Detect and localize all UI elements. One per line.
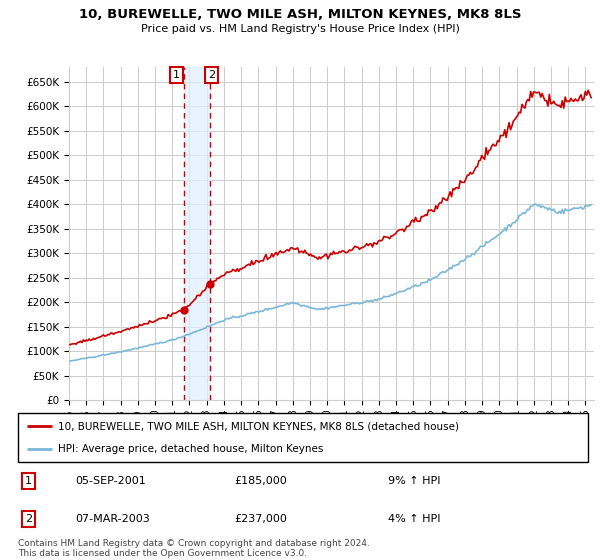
Text: 1: 1 [173, 70, 180, 80]
Text: 9% ↑ HPI: 9% ↑ HPI [389, 476, 441, 486]
Text: 05-SEP-2001: 05-SEP-2001 [75, 476, 146, 486]
Bar [184, 67, 209, 400]
Text: Price paid vs. HM Land Registry's House Price Index (HPI): Price paid vs. HM Land Registry's House … [140, 24, 460, 34]
Text: 10, BUREWELLE, TWO MILE ASH, MILTON KEYNES, MK8 8LS (detached house): 10, BUREWELLE, TWO MILE ASH, MILTON KEYN… [58, 421, 459, 431]
Text: 4% ↑ HPI: 4% ↑ HPI [389, 514, 441, 524]
Text: Contains HM Land Registry data © Crown copyright and database right 2024.
This d: Contains HM Land Registry data © Crown c… [18, 539, 370, 558]
FancyBboxPatch shape [18, 413, 588, 462]
Text: 07-MAR-2003: 07-MAR-2003 [75, 514, 150, 524]
Text: £237,000: £237,000 [235, 514, 287, 524]
Text: 2: 2 [25, 514, 32, 524]
Text: 1: 1 [25, 476, 32, 486]
Text: 2: 2 [208, 70, 215, 80]
Text: HPI: Average price, detached house, Milton Keynes: HPI: Average price, detached house, Milt… [58, 444, 323, 454]
Text: 10, BUREWELLE, TWO MILE ASH, MILTON KEYNES, MK8 8LS: 10, BUREWELLE, TWO MILE ASH, MILTON KEYN… [79, 8, 521, 21]
Text: £185,000: £185,000 [235, 476, 287, 486]
